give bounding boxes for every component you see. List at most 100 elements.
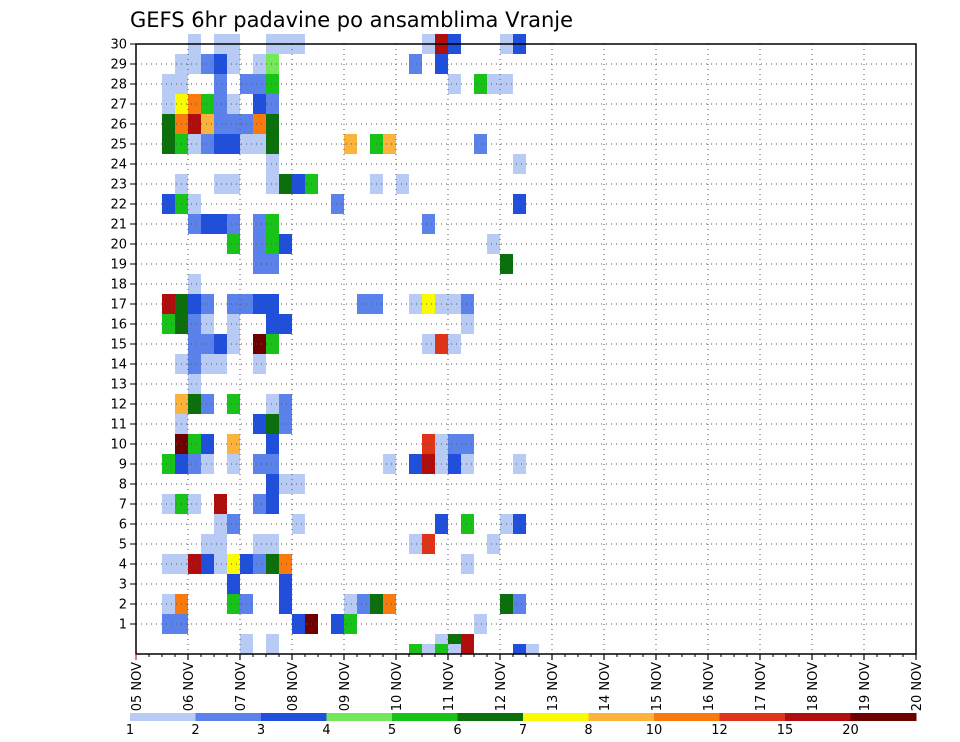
heatmap-cell: [188, 434, 201, 454]
heatmap-cell: [253, 334, 266, 354]
y-tick-label: 10: [110, 438, 127, 453]
heatmap-cell: [266, 434, 279, 454]
heatmap-cell: [253, 214, 266, 234]
heatmap-cell: [201, 54, 214, 74]
heatmap-cell: [188, 214, 201, 234]
legend-swatch: [457, 713, 524, 721]
heatmap-cell: [162, 294, 175, 314]
y-tick-label: 14: [110, 358, 127, 373]
heatmap-cell: [487, 234, 500, 254]
heatmap-cell: [253, 554, 266, 574]
heatmap-cell: [188, 114, 201, 134]
heatmap-cell: [162, 194, 175, 214]
heatmap-cell: [526, 644, 539, 654]
heatmap-cell: [214, 354, 227, 374]
y-tick-label: 6: [119, 518, 127, 533]
y-tick-label: 1: [119, 618, 127, 633]
heatmap-cell: [513, 514, 526, 534]
y-axis-ticks: 1234567891011121314151617181920212223242…: [110, 38, 136, 633]
heatmap-cell: [474, 134, 487, 154]
y-tick-label: 20: [110, 238, 127, 253]
heatmap-cell: [162, 94, 175, 114]
heatmap-cell: [461, 454, 474, 474]
heatmap-cell: [188, 354, 201, 374]
y-tick-label: 21: [110, 218, 127, 233]
heatmap-cell: [461, 314, 474, 334]
heatmap-cell: [422, 534, 435, 554]
heatmap-cell: [266, 94, 279, 114]
heatmap-cell: [188, 54, 201, 74]
y-tick-label: 16: [110, 318, 127, 333]
heatmap-cell: [214, 334, 227, 354]
heatmap-cell: [227, 134, 240, 154]
legend-label: 15: [777, 723, 794, 738]
heatmap-cell: [279, 594, 292, 614]
heatmap-cell: [214, 534, 227, 554]
heatmap-cell: [253, 54, 266, 74]
heatmap-cell: [201, 354, 214, 374]
heatmap-cell: [214, 554, 227, 574]
heatmap-cell: [253, 454, 266, 474]
heatmap-cell: [513, 594, 526, 614]
heatmap-cells: [162, 34, 539, 654]
heatmap-cell: [201, 534, 214, 554]
legend-label: 7: [519, 723, 527, 738]
heatmap-cell: [461, 554, 474, 574]
heatmap-cell: [214, 514, 227, 534]
heatmap-cell: [422, 334, 435, 354]
heatmap-cell: [279, 234, 292, 254]
x-tick-label: 19 NOV: [858, 662, 873, 711]
x-tick-label: 20 NOV: [910, 662, 925, 711]
heatmap-cell: [292, 174, 305, 194]
heatmap-cell: [188, 454, 201, 474]
chart-title: GEFS 6hr padavine po ansamblima Vranje: [130, 8, 573, 32]
heatmap-cell: [201, 334, 214, 354]
heatmap-cell: [214, 134, 227, 154]
heatmap-cell: [344, 134, 357, 154]
heatmap-cell: [227, 214, 240, 234]
heatmap-cell: [266, 494, 279, 514]
heatmap-cell: [266, 634, 279, 654]
x-tick-label: 16 NOV: [702, 662, 717, 711]
y-tick-label: 3: [119, 578, 127, 593]
heatmap-cell: [188, 394, 201, 414]
heatmap-cell: [188, 314, 201, 334]
heatmap-cell: [188, 274, 201, 294]
heatmap-cell: [266, 254, 279, 274]
x-tick-label: 15 NOV: [650, 662, 665, 711]
heatmap-cell: [253, 94, 266, 114]
heatmap-cell: [279, 174, 292, 194]
y-tick-label: 30: [110, 38, 127, 53]
heatmap-cell: [422, 214, 435, 234]
legend-swatch: [392, 713, 458, 721]
heatmap-cell: [383, 594, 396, 614]
heatmap-cell: [188, 294, 201, 314]
heatmap-cell: [331, 194, 344, 214]
heatmap-cell: [162, 594, 175, 614]
heatmap-cell: [162, 614, 175, 634]
heatmap-cell: [253, 74, 266, 94]
y-tick-label: 12: [110, 398, 127, 413]
heatmap-cell: [240, 634, 253, 654]
x-tick-label: 08 NOV: [286, 662, 301, 711]
legend-swatch: [654, 713, 720, 721]
heatmap-cell: [227, 514, 240, 534]
heatmap-cell: [461, 434, 474, 454]
heatmap-cell: [201, 294, 214, 314]
heatmap-cell: [162, 494, 175, 514]
heatmap-cell: [214, 174, 227, 194]
heatmap-cell: [448, 334, 461, 354]
heatmap-cell: [396, 174, 409, 194]
heatmap-cell: [253, 234, 266, 254]
y-tick-label: 23: [110, 178, 127, 193]
heatmap-cell: [422, 434, 435, 454]
heatmap-cell: [357, 294, 370, 314]
heatmap-cell: [188, 94, 201, 114]
heatmap-cell: [266, 414, 279, 434]
heatmap-cell: [201, 434, 214, 454]
heatmap-cell: [461, 514, 474, 534]
heatmap-cell: [344, 614, 357, 634]
heatmap-cell: [201, 554, 214, 574]
heatmap-cell: [266, 114, 279, 134]
heatmap-cell: [266, 394, 279, 414]
